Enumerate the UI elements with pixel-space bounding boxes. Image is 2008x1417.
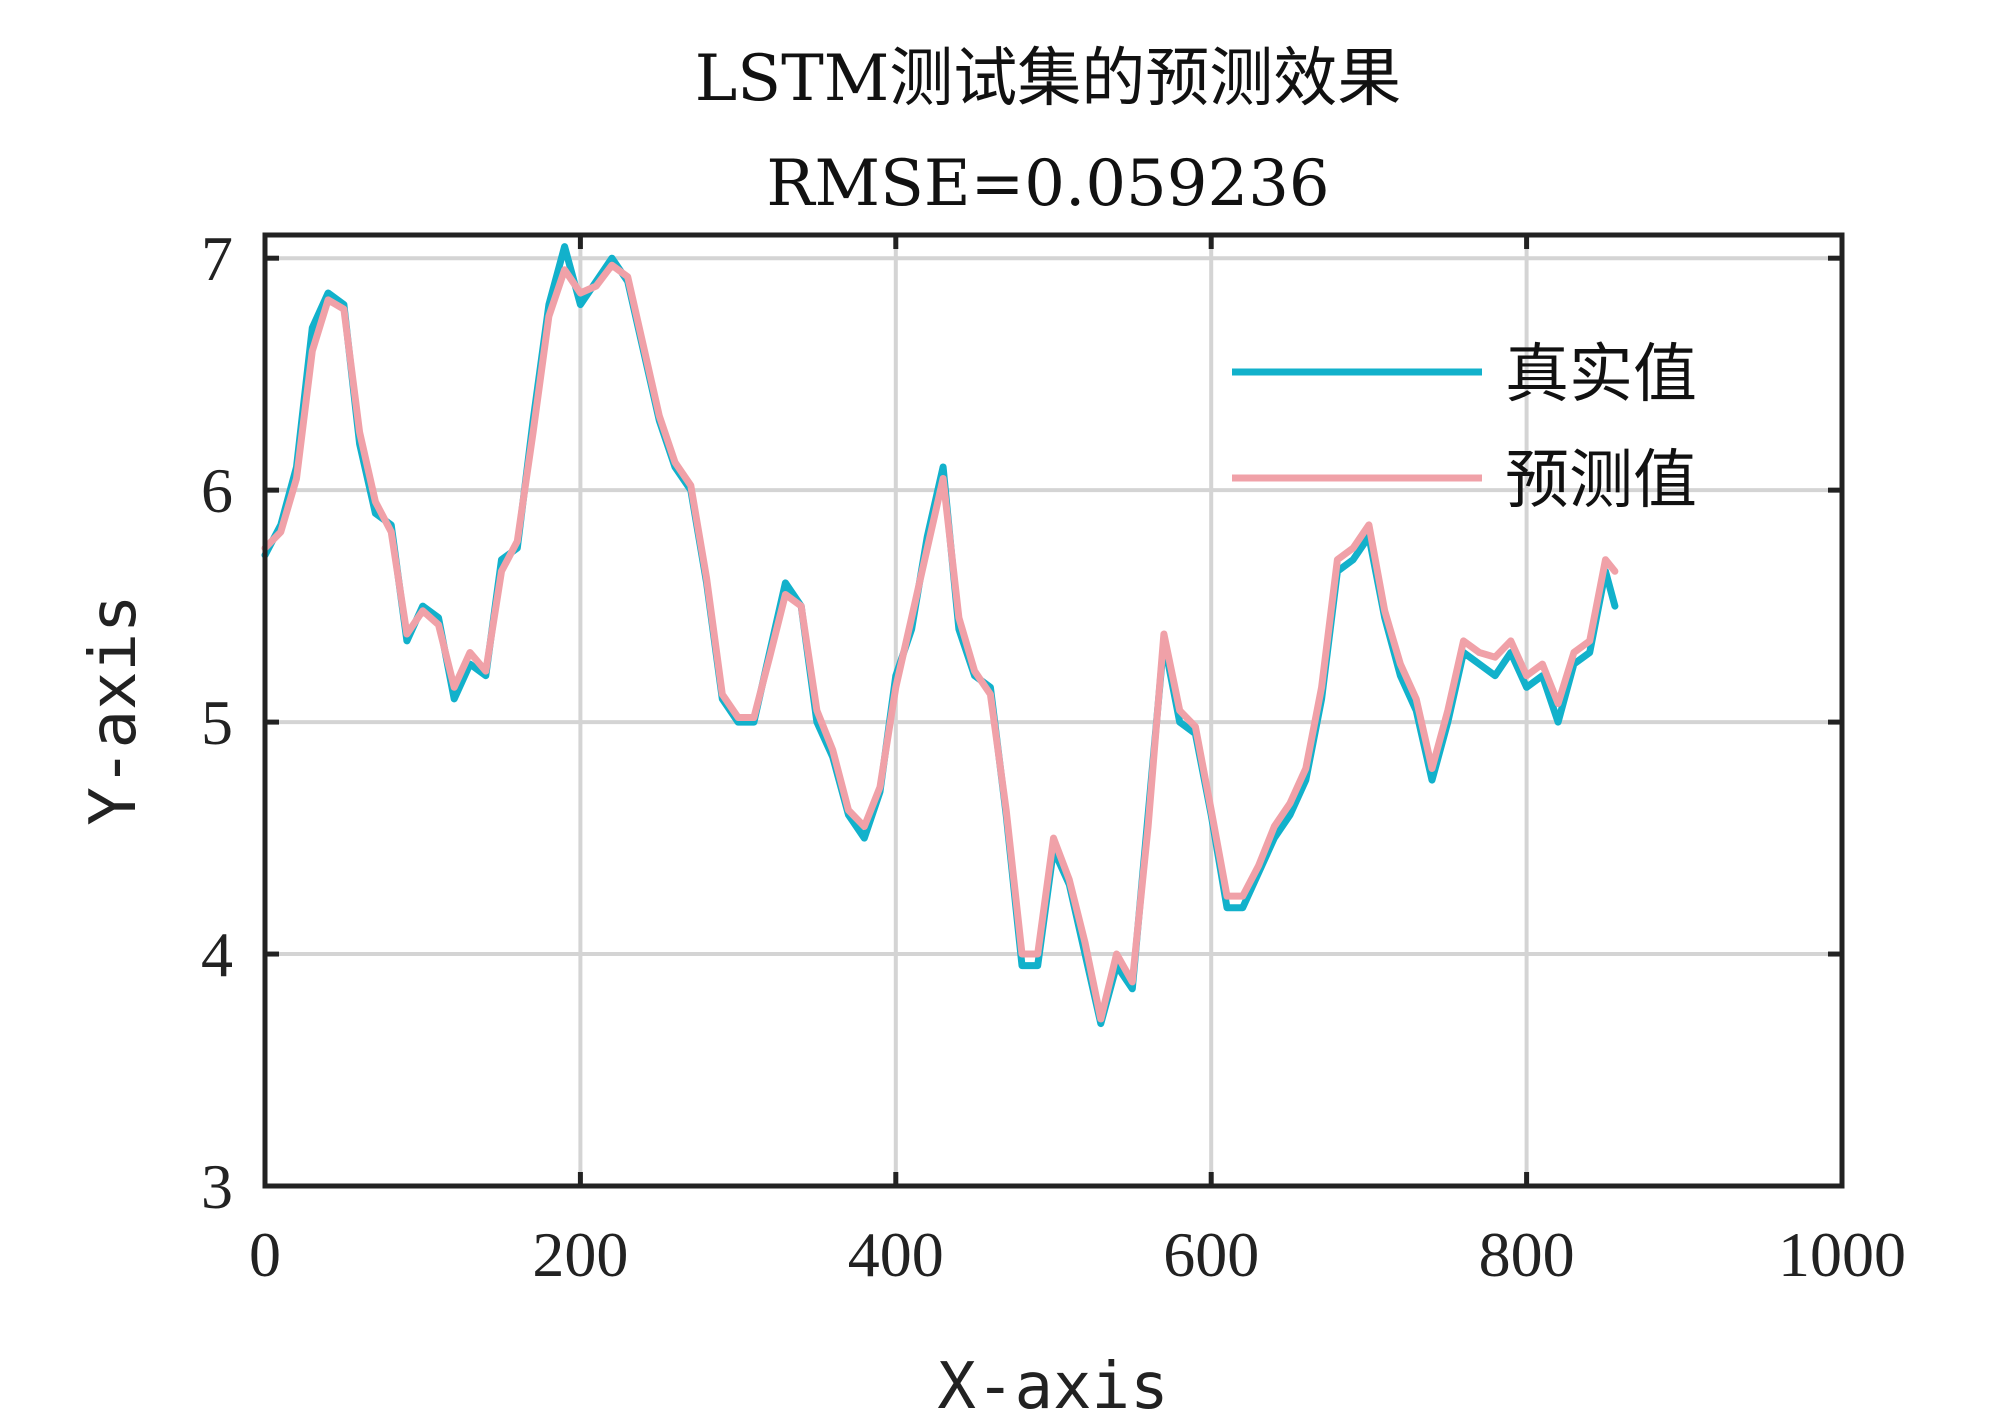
x-tick-label-4: 800 [1479,1219,1575,1290]
y-axis-label: Y-axis [77,594,151,825]
ticks: 0 200 400 600 800 1000 3 4 5 6 7 [201,223,1906,1290]
x-tick-label-1: 200 [532,1219,628,1290]
chart-title: LSTM测试集的预测效果 [695,42,1402,116]
y-tick-label-3: 6 [201,455,233,526]
series-line-1 [261,261,1619,1023]
x-tick-label-5: 1000 [1778,1219,1906,1290]
legend-label-1: 预测值 [1505,444,1697,518]
x-axis-label: X-axis [937,1350,1168,1417]
y-tick-label-1: 4 [201,919,233,990]
plot-frame [262,232,1845,1189]
chart-subtitle: RMSE=0.059236 [766,147,1329,221]
x-tick-label-3: 600 [1163,1219,1259,1290]
x-tick-label-2: 400 [848,1219,944,1290]
series-line-0 [261,243,1619,1028]
legend-label-0: 真实值 [1505,338,1697,412]
x-tick-label-0: 0 [249,1219,281,1290]
series-layer [261,243,1619,1028]
y-tick-label-2: 5 [201,687,233,758]
y-tick-label-0: 3 [201,1151,233,1222]
y-tick-label-4: 7 [201,223,233,294]
